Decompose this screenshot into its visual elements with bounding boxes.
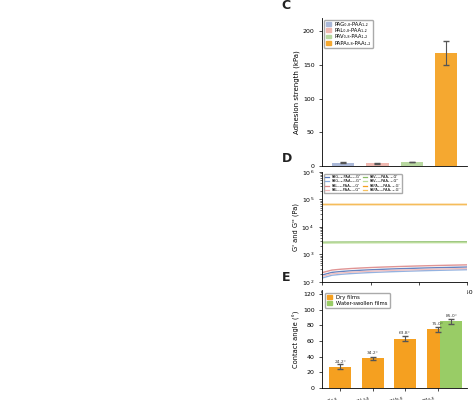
Text: 34.2°: 34.2° — [367, 351, 379, 355]
Text: 85.0°: 85.0° — [445, 314, 457, 318]
Bar — [435, 53, 457, 166]
Bar — [329, 367, 351, 388]
Bar — [362, 358, 384, 388]
Text: 63.8°: 63.8° — [399, 332, 411, 336]
Bar — [427, 329, 449, 388]
Bar — [394, 339, 416, 388]
Y-axis label: G' and G'' (Pa): G' and G'' (Pa) — [292, 203, 299, 251]
Bar — [440, 321, 463, 388]
Bar — [401, 162, 423, 166]
Text: 24.2°: 24.2° — [334, 360, 346, 364]
Text: C: C — [282, 0, 291, 12]
Text: E: E — [282, 271, 291, 284]
Text: 75.0°: 75.0° — [432, 322, 444, 326]
Text: D: D — [282, 152, 292, 166]
Bar — [366, 163, 389, 166]
Y-axis label: Contact angle (°): Contact angle (°) — [293, 310, 300, 368]
Bar — [332, 163, 354, 166]
Y-axis label: Adhesion strength (kPa): Adhesion strength (kPa) — [294, 50, 300, 134]
Legend: PAG₀.₈-PAA₁.₂-G', PAG₀.₈-PAA₁.₂-G'', PAL₀.₈-PAA₁.₂-G', PAL₀.₈-PAA₁.₂-G'', PAV₀.₈: PAG₀.₈-PAA₁.₂-G', PAG₀.₈-PAA₁.₂-G'', PAL… — [324, 174, 402, 193]
X-axis label: Time (s): Time (s) — [381, 298, 409, 305]
Legend: Dry films, Water-swollen films: Dry films, Water-swollen films — [325, 293, 390, 308]
Legend: PAG₀.₈-PAA₁.₂, PAL₀.₈-PAA₁.₂, PAV₀.₈-PAA₁.₂, PAPA₀.₈-PAA₁.₂: PAG₀.₈-PAA₁.₂, PAL₀.₈-PAA₁.₂, PAV₀.₈-PAA… — [324, 20, 374, 48]
